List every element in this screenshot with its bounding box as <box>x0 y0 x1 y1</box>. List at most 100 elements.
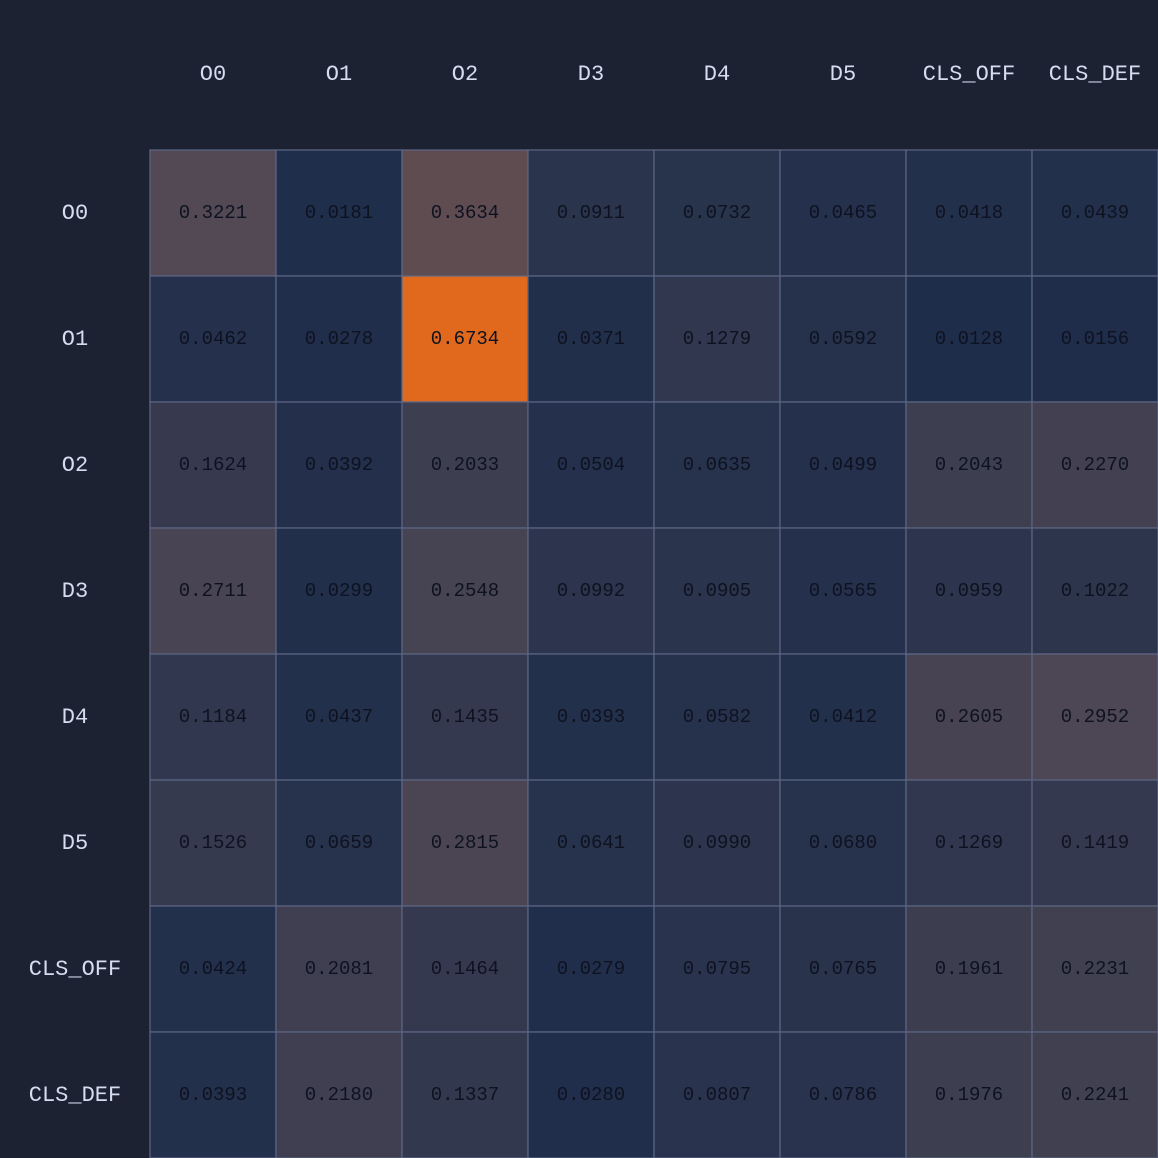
heatmap-cells: 0.3221 0.0181 0.3634 0.0911 0.0732 0.0465 0.04… <box>149 149 1158 1158</box>
heatmap-cell <box>653 401 781 529</box>
heatmap-cell <box>905 905 1033 1033</box>
cell-value-label: 0.1337 <box>431 1084 499 1106</box>
cell-value-label: 0.1464 <box>431 958 499 980</box>
x-tick-label: O0 <box>200 62 226 87</box>
y-tick-label: O1 <box>62 327 88 352</box>
heatmap-cell <box>905 275 1033 403</box>
x-tick-label: D5 <box>830 62 856 87</box>
heatmap-cell <box>149 905 277 1033</box>
cell-value-label: 0.2241 <box>1061 1084 1129 1106</box>
cell-value-label: 0.0280 <box>557 1084 625 1106</box>
cell-value-label: 0.2081 <box>305 958 373 980</box>
heatmap-cell <box>1031 1031 1158 1158</box>
heatmap-cell <box>779 527 907 655</box>
cell-value-label: 0.1022 <box>1061 580 1129 602</box>
cell-value-label: 0.0412 <box>809 706 877 728</box>
x-tick-label: O1 <box>326 62 352 87</box>
heatmap-cell <box>653 905 781 1033</box>
cell-value-label: 0.3634 <box>431 202 499 224</box>
heatmap-cell <box>653 653 781 781</box>
cell-value-label: 0.0499 <box>809 454 877 476</box>
heatmap-cell <box>527 905 655 1033</box>
heatmap-cell <box>401 653 529 781</box>
heatmap-cell <box>275 905 403 1033</box>
cell-value-label: 0.0279 <box>557 958 625 980</box>
cell-value-label: 0.0582 <box>683 706 751 728</box>
cell-value-label: 0.2605 <box>935 706 1003 728</box>
cell-value-label: 0.0418 <box>935 202 1003 224</box>
heatmap-cell <box>275 779 403 907</box>
y-tick-label: O2 <box>62 453 88 478</box>
cell-value-label: 0.0437 <box>305 706 373 728</box>
x-axis-labels: O0 O1 O2 D3 D4 D5 CLS_OFF CLS_DEF <box>200 62 1141 87</box>
heatmap-cell <box>905 401 1033 529</box>
cell-value-label: 0.0462 <box>179 328 247 350</box>
heatmap-cell <box>401 1031 529 1158</box>
cell-value-label: 0.0128 <box>935 328 1003 350</box>
heatmap-cell <box>401 275 529 403</box>
heatmap-cell <box>149 527 277 655</box>
cell-value-label: 0.0641 <box>557 832 625 854</box>
heatmap-cell <box>275 401 403 529</box>
heatmap-cell <box>1031 653 1158 781</box>
heatmap-cell <box>149 149 277 277</box>
cell-value-label: 0.1526 <box>179 832 247 854</box>
heatmap-cell <box>1031 275 1158 403</box>
cell-value-label: 0.2548 <box>431 580 499 602</box>
cell-value-label: 0.2180 <box>305 1084 373 1106</box>
cell-value-label: 0.0635 <box>683 454 751 476</box>
heatmap-cell <box>905 779 1033 907</box>
cell-value-label: 0.0439 <box>1061 202 1129 224</box>
cell-value-label: 0.0732 <box>683 202 751 224</box>
cell-value-label: 0.0465 <box>809 202 877 224</box>
cell-value-label: 0.2711 <box>179 580 247 602</box>
x-tick-label: CLS_DEF <box>1049 62 1141 87</box>
heatmap-cell <box>275 527 403 655</box>
y-tick-label: D3 <box>62 579 88 604</box>
cell-value-label: 0.0299 <box>305 580 373 602</box>
heatmap-cell <box>779 149 907 277</box>
heatmap-cell <box>905 1031 1033 1158</box>
heatmap-cell <box>779 905 907 1033</box>
heatmap-cell <box>401 905 529 1033</box>
heatmap-cell <box>1031 905 1158 1033</box>
y-tick-label: CLS_OFF <box>29 957 121 982</box>
x-tick-label: D3 <box>578 62 604 87</box>
cell-value-label: 0.0392 <box>305 454 373 476</box>
cell-value-label: 0.6734 <box>431 328 499 350</box>
heatmap-cell <box>527 401 655 529</box>
cell-value-label: 0.0911 <box>557 202 625 224</box>
heatmap-cell <box>401 527 529 655</box>
cell-value-label: 0.0765 <box>809 958 877 980</box>
cell-value-label: 0.2043 <box>935 454 1003 476</box>
heatmap-cell <box>401 401 529 529</box>
heatmap-cell <box>149 1031 277 1158</box>
cell-value-label: 0.0278 <box>305 328 373 350</box>
cell-value-label: 0.2952 <box>1061 706 1129 728</box>
heatmap-cell <box>401 149 529 277</box>
cell-value-label: 0.1976 <box>935 1084 1003 1106</box>
cell-value-label: 0.0371 <box>557 328 625 350</box>
y-tick-label: D4 <box>62 705 88 730</box>
heatmap-cell <box>401 779 529 907</box>
heatmap-cell <box>779 1031 907 1158</box>
cell-value-label: 0.2033 <box>431 454 499 476</box>
heatmap-cell <box>527 779 655 907</box>
y-tick-label: O0 <box>62 201 88 226</box>
cell-value-label: 0.0393 <box>179 1084 247 1106</box>
y-tick-label: CLS_DEF <box>29 1083 121 1108</box>
cell-value-label: 0.0181 <box>305 202 373 224</box>
heatmap-cell <box>1031 779 1158 907</box>
cell-value-label: 0.1279 <box>683 328 751 350</box>
heatmap-cell <box>527 275 655 403</box>
cell-value-label: 0.0659 <box>305 832 373 854</box>
cell-value-label: 0.0905 <box>683 580 751 602</box>
cell-value-label: 0.0807 <box>683 1084 751 1106</box>
cell-value-label: 0.0393 <box>557 706 625 728</box>
cell-value-label: 0.0959 <box>935 580 1003 602</box>
cell-value-label: 0.0424 <box>179 958 247 980</box>
heatmap-cell <box>275 149 403 277</box>
x-tick-label: CLS_OFF <box>923 62 1015 87</box>
cell-value-label: 0.0680 <box>809 832 877 854</box>
